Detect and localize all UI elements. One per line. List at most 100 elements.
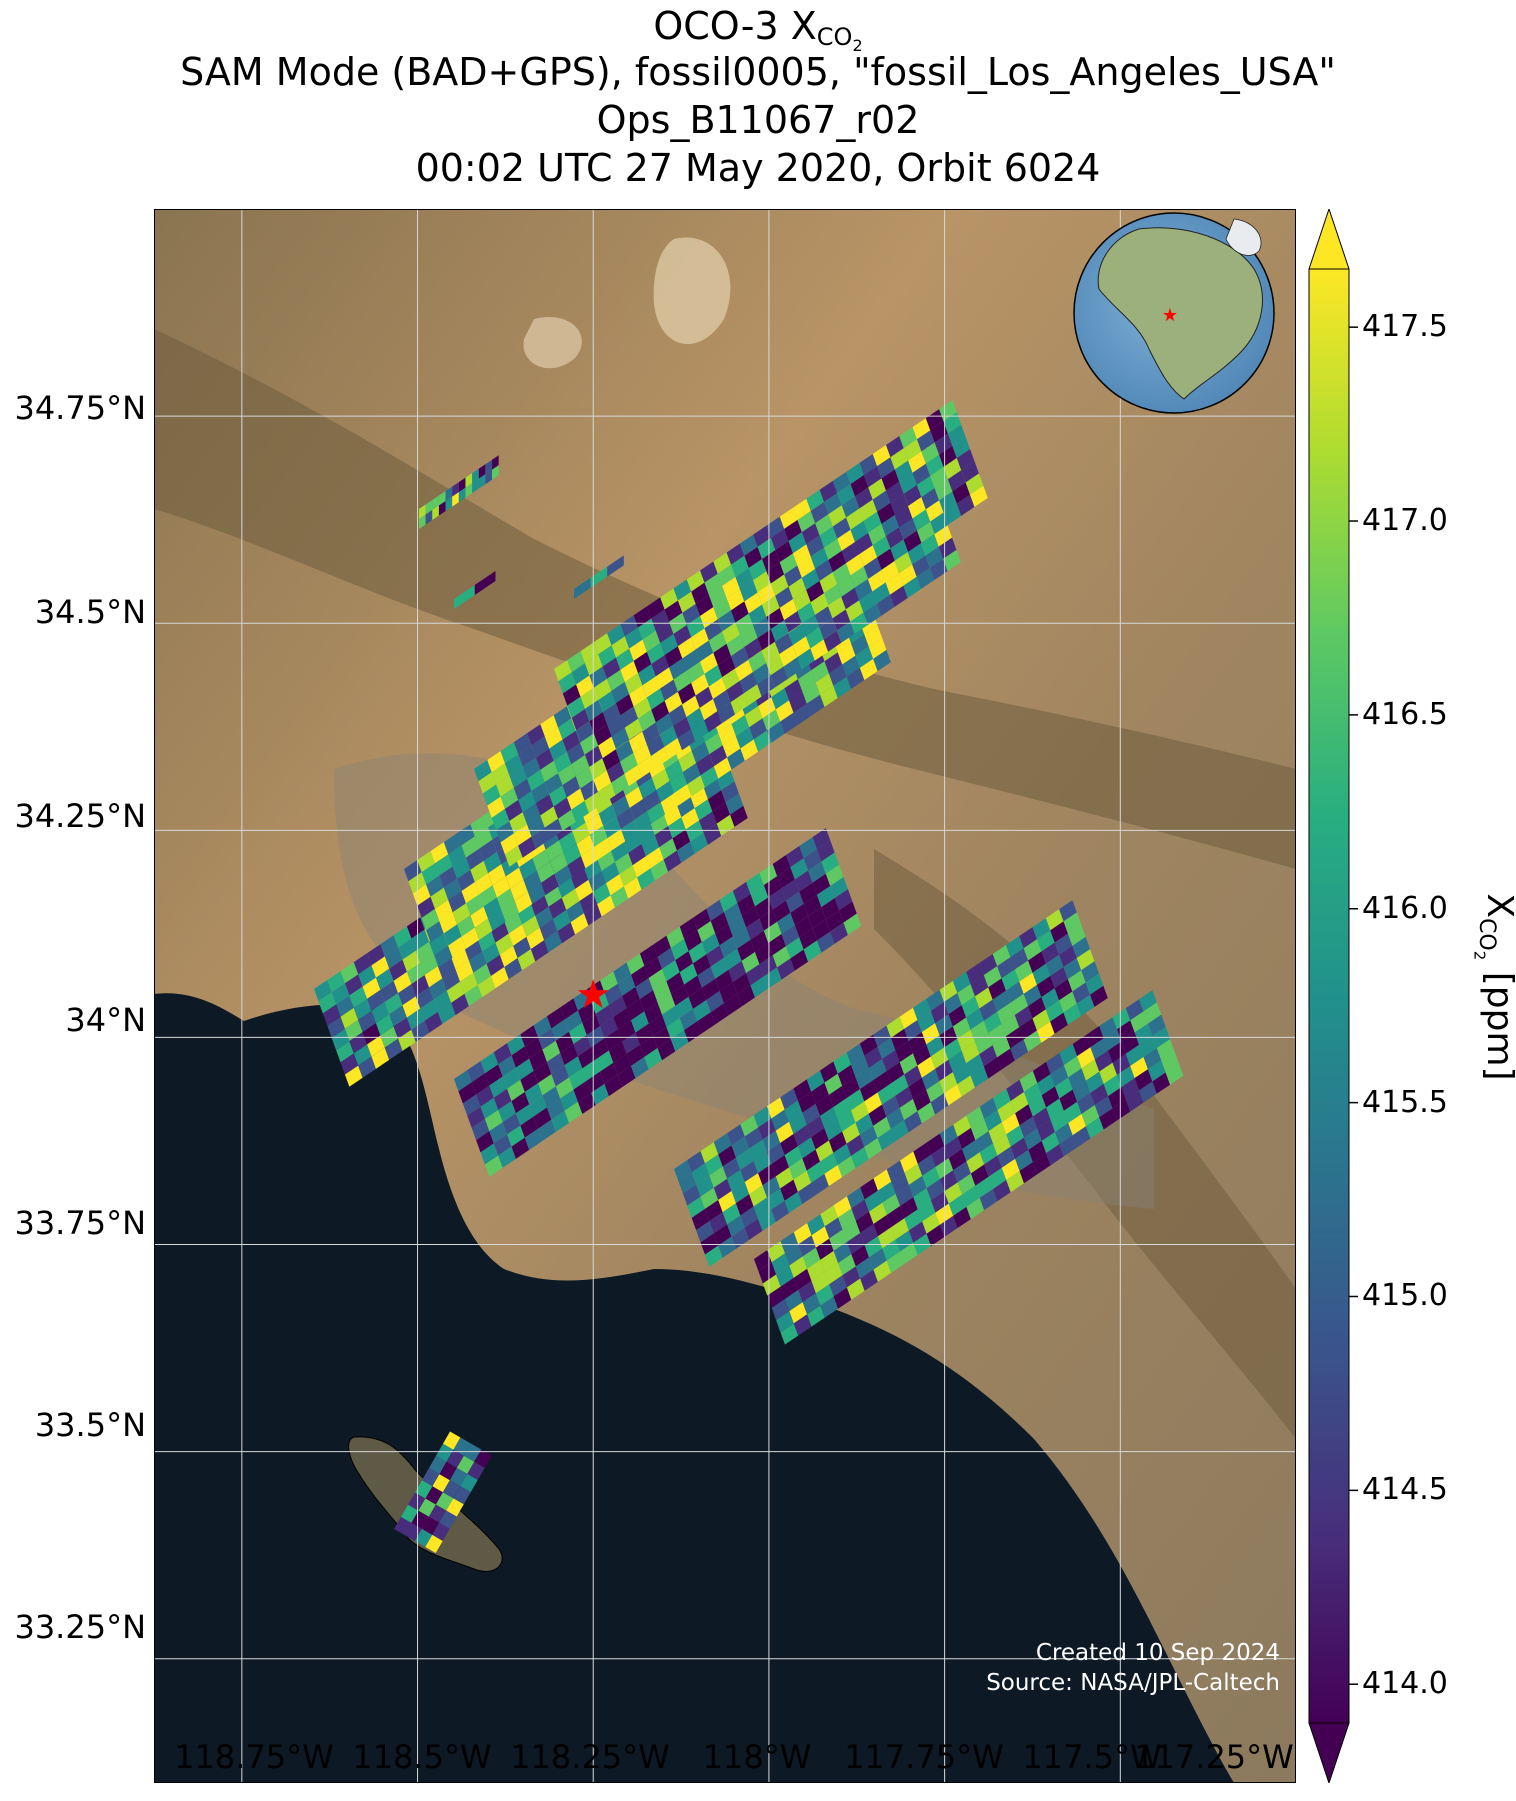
xco2-sounding bbox=[810, 547, 829, 569]
xco2-sounding bbox=[815, 1140, 834, 1162]
xco2-sounding bbox=[885, 481, 904, 503]
xco2-sounding bbox=[775, 1121, 794, 1143]
xco2-sounding bbox=[1001, 1015, 1020, 1037]
xco2-sounding bbox=[1112, 1053, 1131, 1075]
xco2-sounding bbox=[553, 751, 572, 774]
xco2-sounding bbox=[917, 1102, 936, 1124]
xco2-sounding bbox=[930, 467, 948, 489]
xco2-sounding bbox=[1036, 930, 1055, 952]
xco2-sounding bbox=[993, 1180, 1011, 1202]
xco2-sounding bbox=[859, 1034, 878, 1056]
xco2-sounding bbox=[327, 1016, 345, 1038]
xco2-sounding bbox=[801, 568, 820, 590]
title-line-4: 00:02 UTC 27 May 2020, Orbit 6024 bbox=[415, 146, 1101, 190]
xco2-sounding bbox=[1050, 1110, 1069, 1132]
xco2-sounding bbox=[500, 787, 519, 809]
xco2-sounding bbox=[925, 454, 944, 476]
xco2-sounding bbox=[314, 980, 332, 1002]
xco2-sounding bbox=[549, 739, 567, 761]
xco2-sounding bbox=[637, 822, 655, 845]
xco2-sounding bbox=[353, 953, 372, 975]
xco2-sounding bbox=[722, 576, 740, 599]
xco2-sounding bbox=[899, 1053, 918, 1075]
xco2-sounding bbox=[912, 509, 931, 531]
xco2-sounding bbox=[913, 1044, 931, 1066]
xco2-sounding bbox=[493, 1043, 512, 1065]
xco2-sounding bbox=[451, 993, 469, 1016]
xco2-sounding bbox=[828, 1085, 847, 1108]
xco2-sounding bbox=[504, 845, 523, 867]
title-line-3: Ops_B11067_r02 bbox=[596, 98, 920, 142]
xco2-sounding bbox=[824, 1164, 843, 1187]
xco2-sounding bbox=[476, 1085, 494, 1107]
xco2-sounding bbox=[922, 1212, 940, 1234]
xco2-sounding bbox=[420, 999, 438, 1021]
xco2-sounding bbox=[402, 950, 421, 972]
xco2-sounding bbox=[651, 609, 670, 631]
xco2-sounding bbox=[492, 455, 499, 470]
xco2-sounding bbox=[815, 1238, 834, 1260]
xco2-sounding bbox=[775, 700, 794, 722]
xco2-sounding bbox=[623, 831, 642, 853]
xco2-sounding bbox=[952, 482, 971, 504]
xco2-sounding bbox=[781, 925, 800, 947]
xco2-sounding bbox=[869, 1202, 887, 1224]
xco2-sounding bbox=[706, 899, 725, 921]
xco2-sounding bbox=[740, 739, 759, 761]
xco2-sounding bbox=[393, 1017, 412, 1039]
xco2-sounding bbox=[577, 1001, 596, 1023]
xco2-sounding bbox=[586, 1026, 605, 1048]
xco2-sounding bbox=[766, 516, 785, 538]
xco2-sounding bbox=[467, 1106, 485, 1128]
xco2-sounding bbox=[731, 1136, 750, 1158]
xco2-sounding bbox=[668, 704, 687, 726]
xco2-sounding bbox=[815, 1284, 834, 1306]
xco2-sounding bbox=[691, 628, 709, 650]
xco2-sounding bbox=[873, 1260, 892, 1282]
xco2-sounding bbox=[1015, 1104, 1033, 1126]
xco2-sounding bbox=[429, 978, 447, 1000]
xco2-sounding bbox=[851, 1199, 870, 1221]
xco2-sounding bbox=[715, 969, 733, 992]
xco2-sounding bbox=[580, 642, 599, 664]
xco2-sounding bbox=[797, 556, 816, 578]
xco2-sounding bbox=[766, 562, 785, 584]
xco2-sounding bbox=[983, 1011, 1002, 1033]
xco2-sounding bbox=[670, 1030, 689, 1052]
xco2-sounding bbox=[1059, 900, 1077, 922]
xco2-sounding bbox=[676, 841, 695, 863]
xco2-sounding bbox=[1099, 1062, 1117, 1084]
xco2-sounding bbox=[890, 493, 909, 516]
xco2-sounding bbox=[758, 1262, 777, 1284]
xco2-sounding bbox=[611, 727, 630, 749]
xco2-sounding bbox=[863, 603, 882, 625]
xco2-sounding bbox=[744, 638, 762, 660]
xco2-sounding bbox=[380, 980, 399, 1003]
xco2-sounding bbox=[740, 1115, 759, 1137]
xco2-sounding bbox=[566, 742, 585, 765]
xco2-sounding bbox=[821, 898, 840, 920]
xco2-sounding bbox=[1125, 1044, 1144, 1066]
xco2-sounding bbox=[474, 827, 493, 849]
xco2-sounding bbox=[913, 1090, 931, 1112]
xco2-sounding bbox=[732, 927, 751, 949]
xco2-sounding bbox=[917, 1154, 936, 1176]
xco2-sounding bbox=[1076, 994, 1095, 1016]
xco2-sounding bbox=[560, 998, 578, 1020]
xco2-sounding bbox=[594, 838, 612, 860]
xco2-sounding bbox=[655, 621, 674, 643]
xco2-sounding bbox=[939, 980, 958, 1003]
xco2-sounding bbox=[975, 987, 993, 1009]
xco2-sounding bbox=[979, 1045, 998, 1067]
xco2-sounding bbox=[921, 488, 940, 510]
xco2-sounding bbox=[496, 821, 514, 843]
xco2-sounding bbox=[510, 879, 528, 901]
xco2-sounding bbox=[771, 1298, 790, 1321]
xco2-sounding bbox=[452, 903, 471, 925]
xco2-sounding bbox=[362, 977, 381, 999]
xco2-sounding bbox=[832, 517, 851, 539]
xco2-sounding bbox=[713, 1178, 732, 1200]
xco2-sounding bbox=[580, 687, 599, 709]
xco2-sounding bbox=[752, 663, 771, 685]
xco2-sounding bbox=[916, 475, 935, 498]
